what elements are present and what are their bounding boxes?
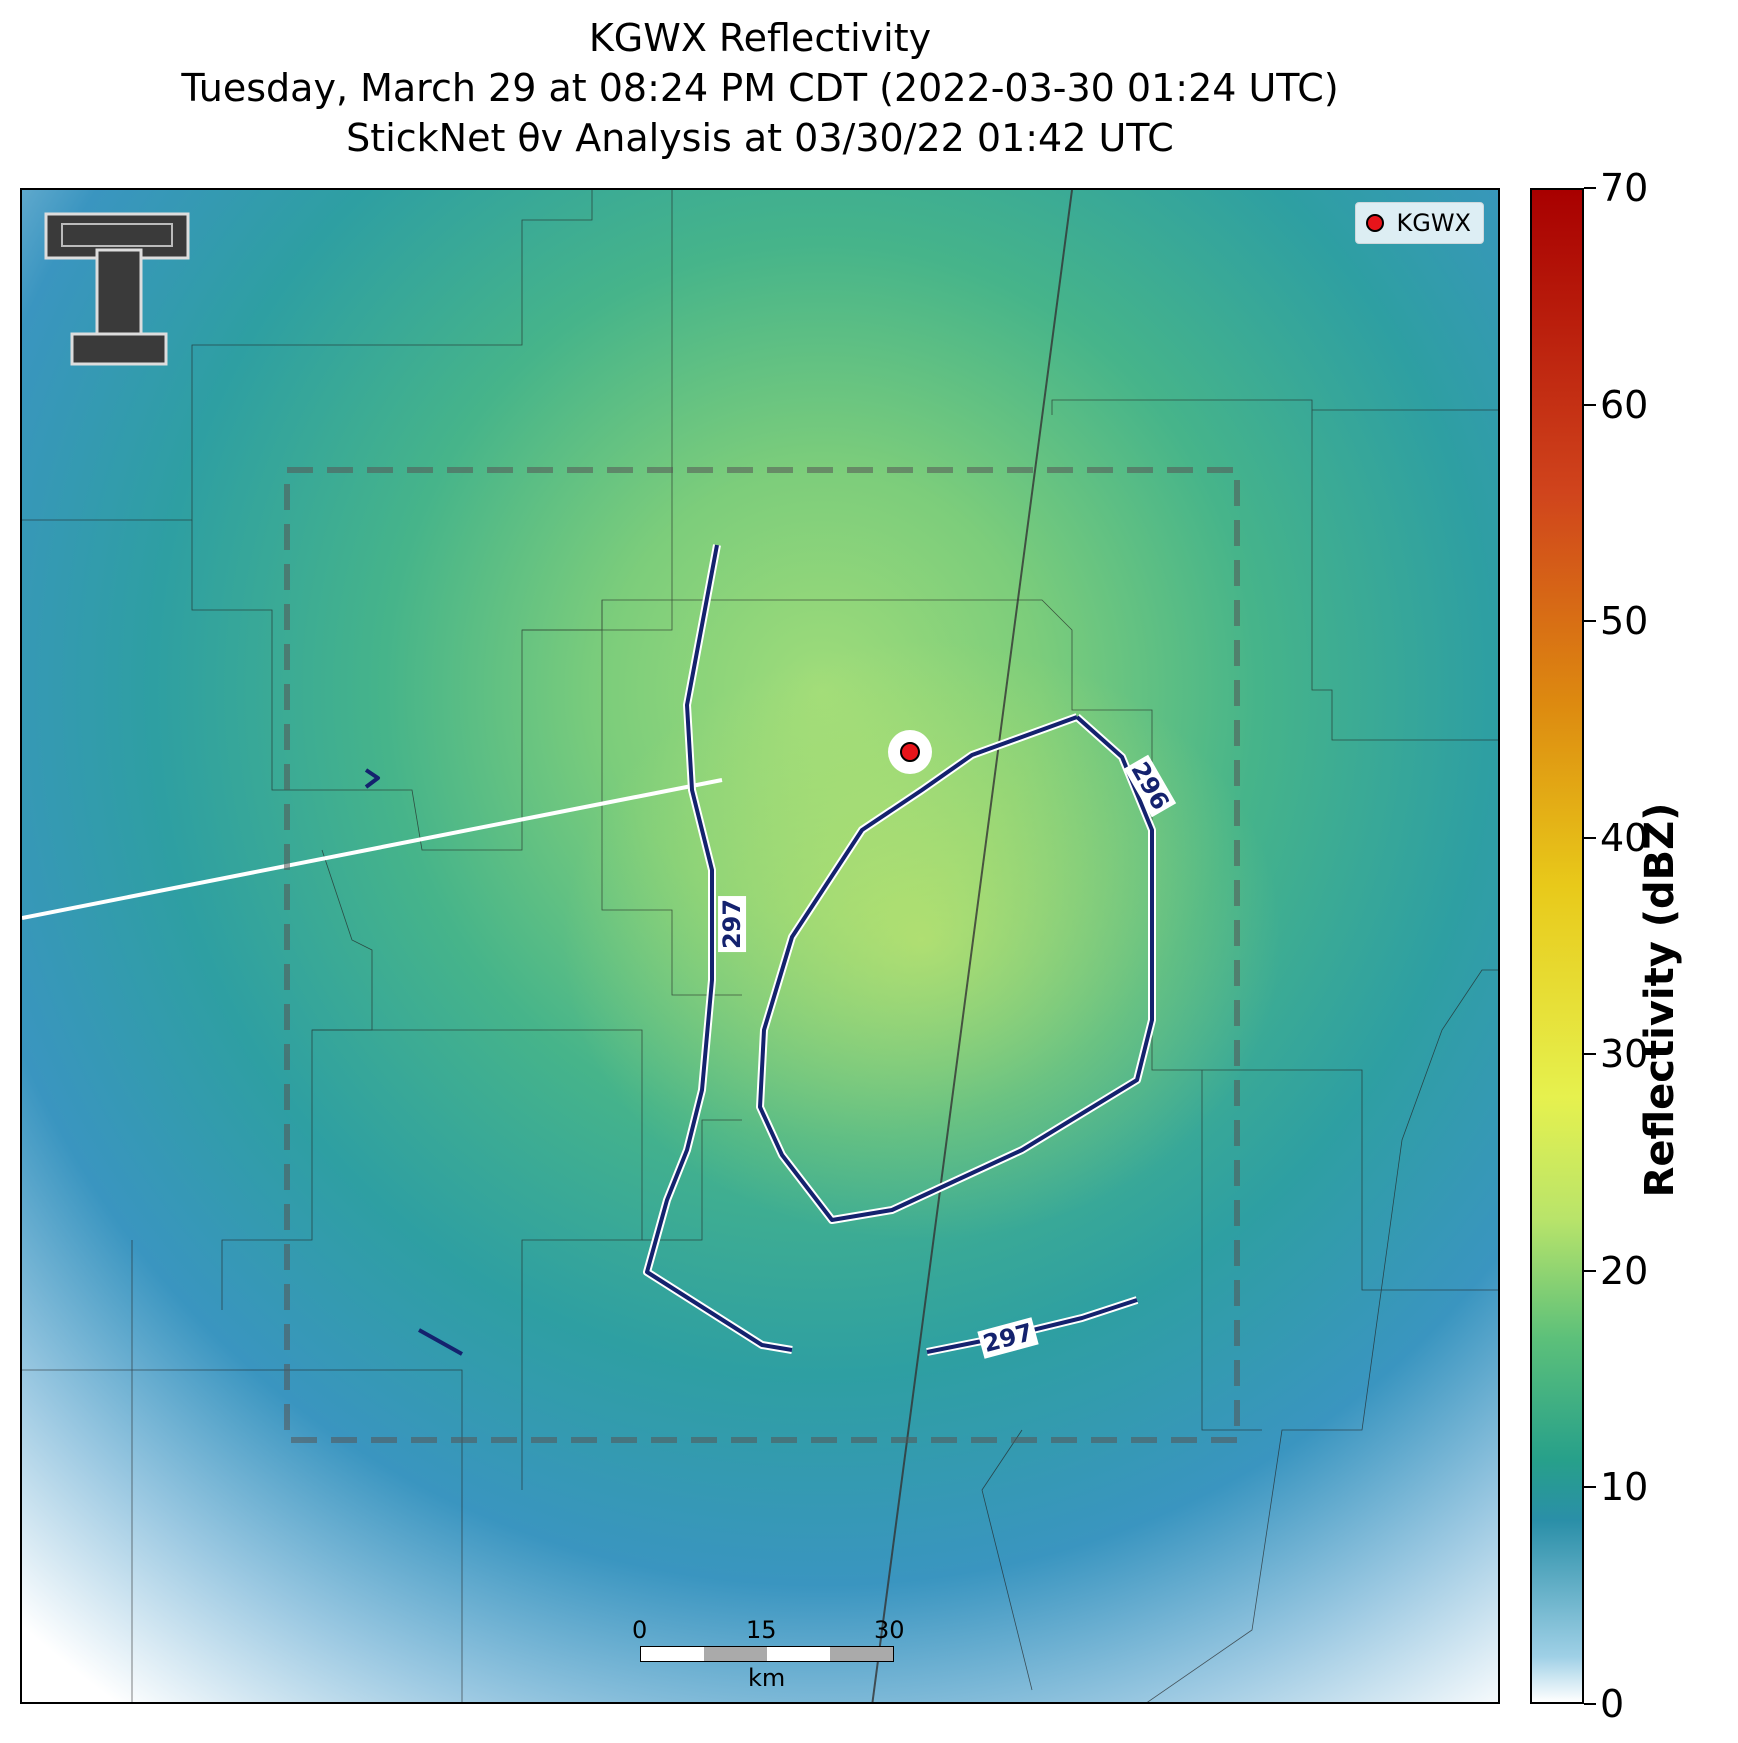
colorbar-tick-mark — [1584, 1269, 1596, 1272]
radar-map: 297 296 297 KGWX 0 15 30 km — [20, 188, 1500, 1704]
scale-bar: 0 15 30 km — [632, 1616, 905, 1692]
colorbar-tick-label: 50 — [1600, 599, 1649, 644]
scale-tick-30: 30 — [874, 1616, 905, 1644]
contour-fragment-southwest — [418, 1328, 463, 1356]
colorbar-tick-mark — [1584, 1053, 1596, 1056]
logo-svg — [44, 212, 190, 366]
chart-subtitle-time: Tuesday, March 29 at 08:24 PM CDT (2022-… — [181, 66, 1339, 110]
colorbar-tick-label: 40 — [1600, 815, 1649, 860]
colorbar-tick-label: 0 — [1600, 1682, 1625, 1726]
highway — [871, 190, 1073, 1702]
radar-core-echo — [562, 640, 1282, 1240]
colorbar-tick-mark — [1584, 836, 1596, 839]
colorbar — [1530, 188, 1584, 1704]
colorbar-tick-mark — [1584, 1703, 1596, 1705]
radar-site-marker — [888, 730, 932, 774]
scale-tick-0: 0 — [632, 1616, 648, 1644]
colorbar-tick-label: 70 — [1600, 166, 1649, 210]
texas-tech-double-t-logo — [42, 210, 192, 370]
colorbar-tick-label: 10 — [1600, 1465, 1649, 1510]
contour-label-297-west: 297 — [718, 895, 747, 953]
colorbar-tick-mark — [1584, 620, 1596, 623]
theta-v-contours — [364, 544, 1156, 1356]
colorbar-label: Reflectivity (dBZ) — [1637, 802, 1683, 1198]
scale-tick-15: 15 — [746, 1616, 777, 1644]
legend-label: KGWX — [1396, 209, 1471, 237]
contour-fragment-west — [364, 768, 380, 789]
chart-subtitle-analysis: StickNet θv Analysis at 03/30/22 01:42 U… — [346, 116, 1174, 160]
colorbar-tick-mark — [1584, 1486, 1596, 1489]
radar-site-icon — [1366, 214, 1385, 232]
colorbar-tick-label: 60 — [1600, 382, 1649, 427]
county-borders — [22, 190, 1498, 1702]
map-legend: KGWX — [1355, 202, 1484, 244]
scale-unit: km — [748, 1664, 786, 1692]
chart-title: KGWX Reflectivity — [588, 16, 932, 60]
radar-map-svg — [22, 190, 1498, 1702]
radar-beam-artifact — [22, 778, 723, 920]
colorbar-tick-mark — [1584, 187, 1596, 189]
colorbar-tick-label: 20 — [1600, 1248, 1649, 1293]
colorbar-tick-mark — [1584, 403, 1596, 406]
colorbar-tick-label: 30 — [1600, 1032, 1649, 1077]
